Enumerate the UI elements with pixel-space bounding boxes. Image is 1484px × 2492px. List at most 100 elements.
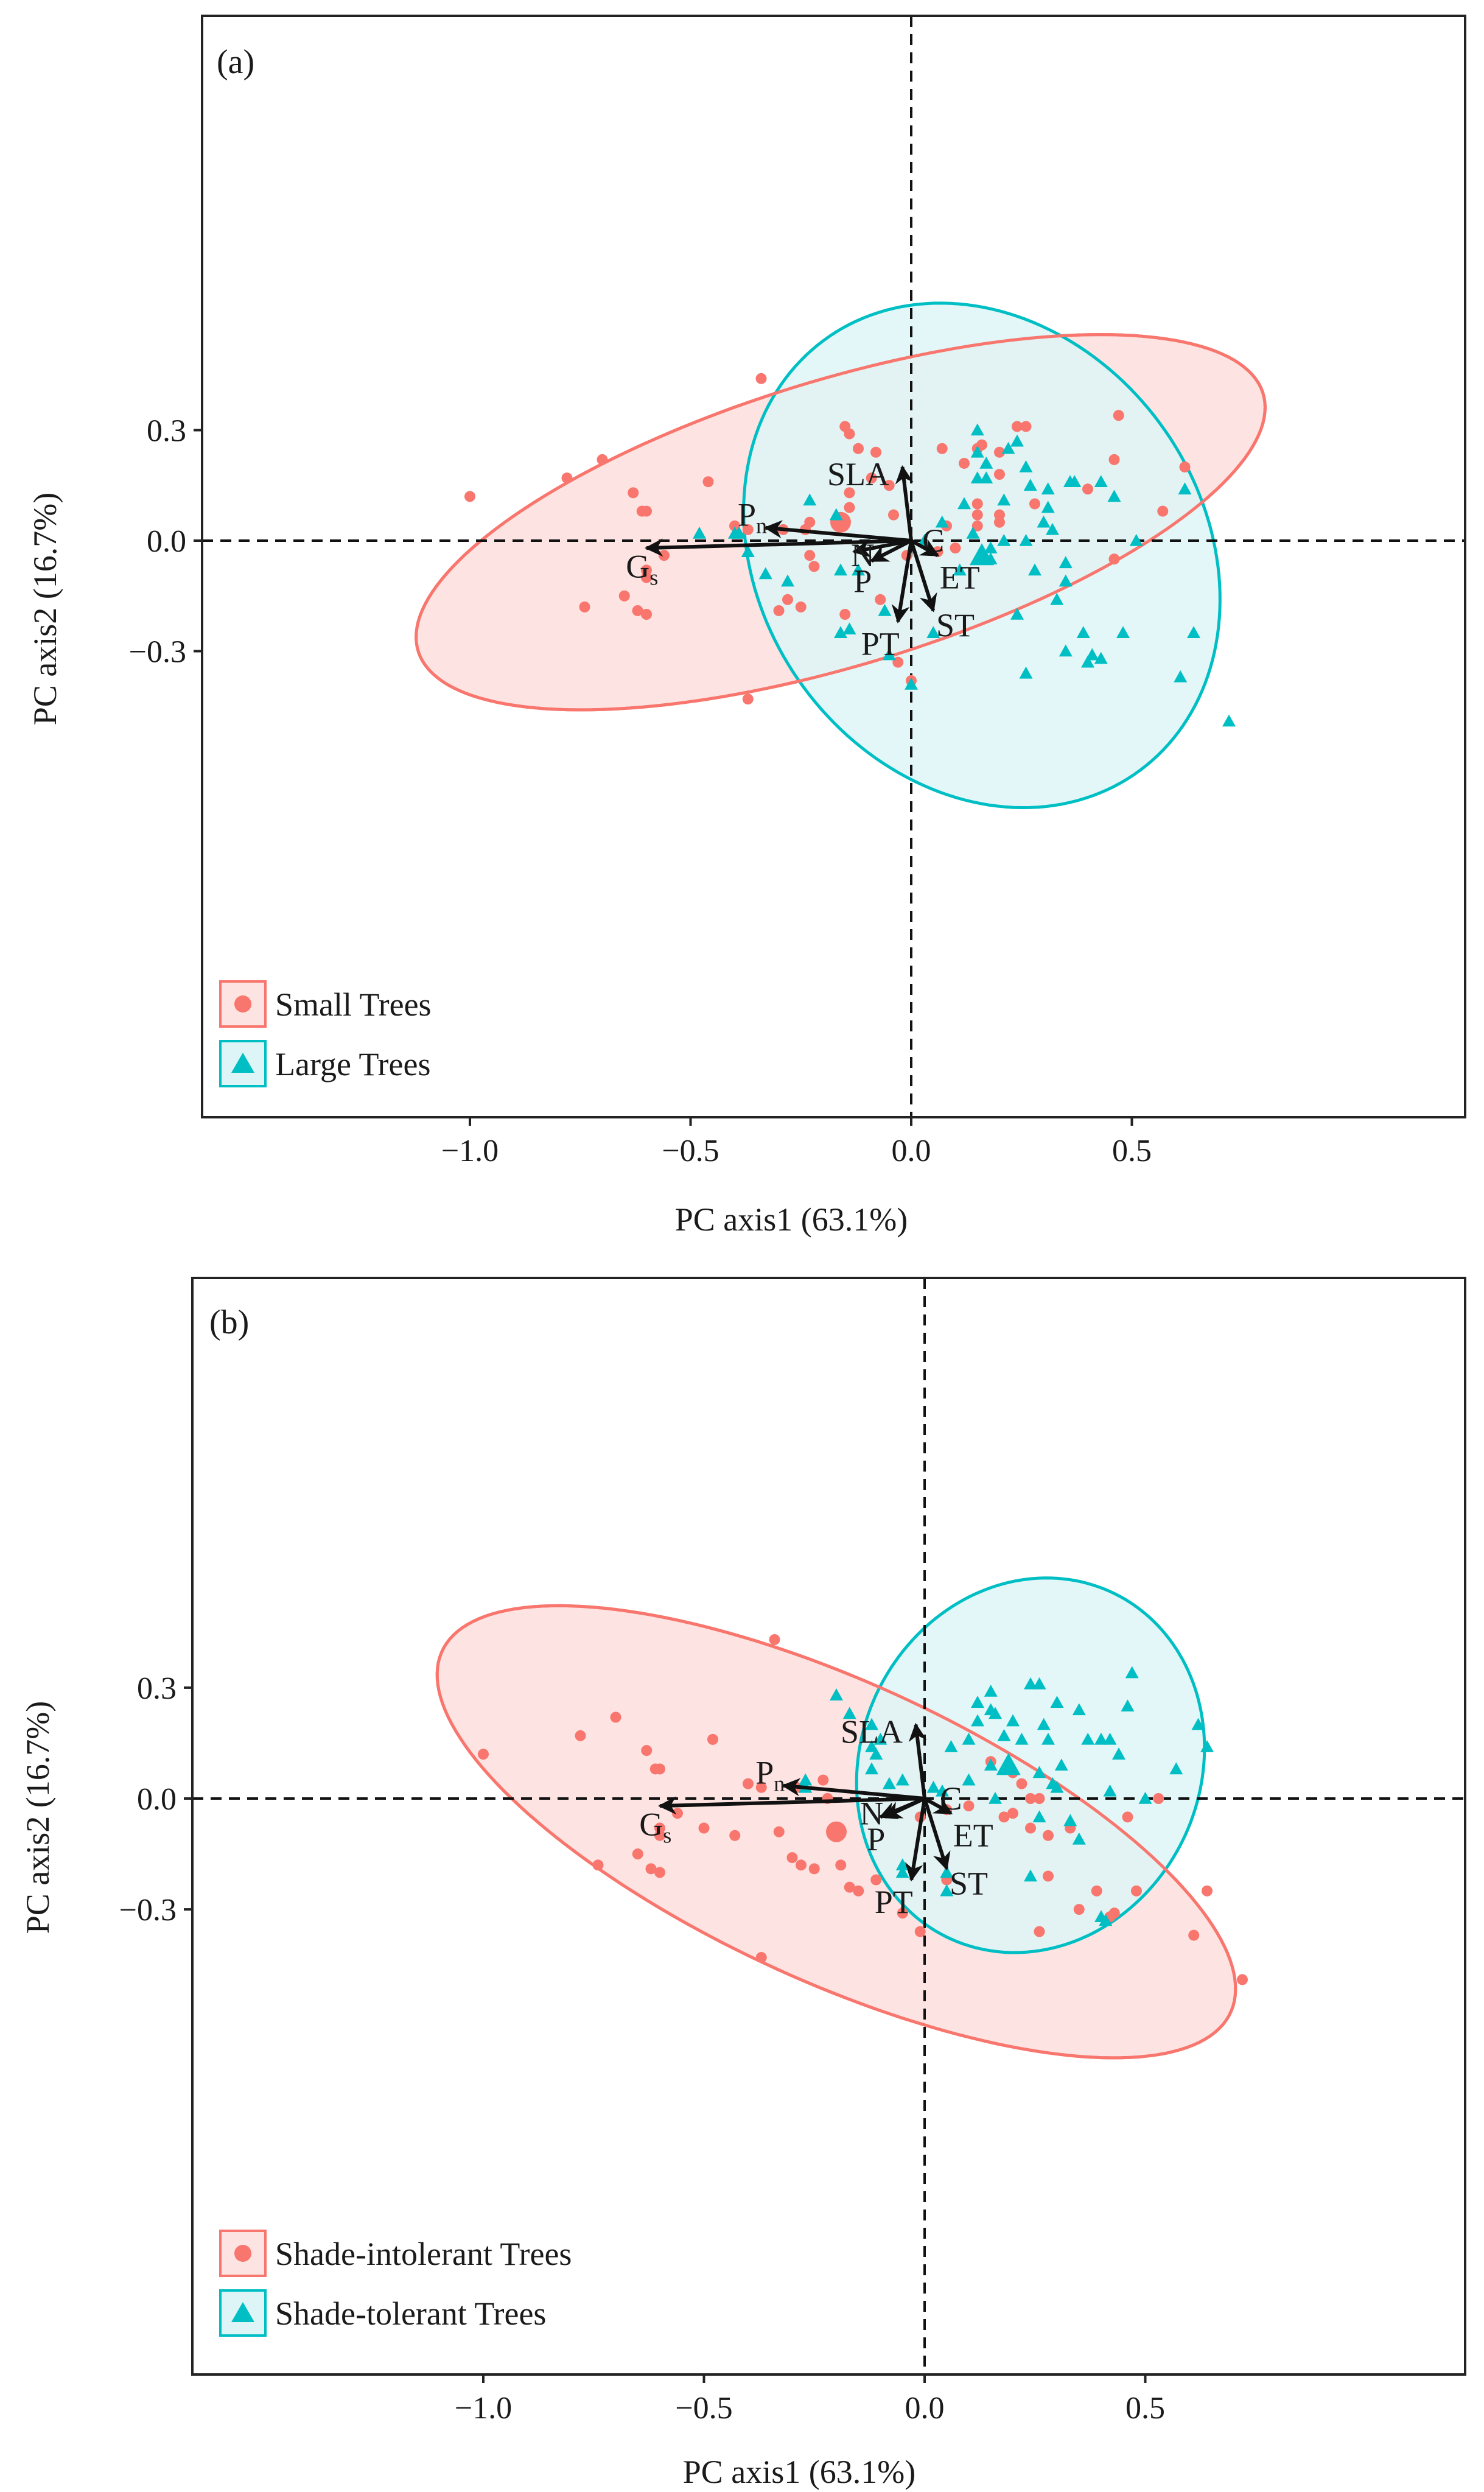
x-tick-label: −1.0 [455,2391,512,2426]
large-trees-point [1001,441,1015,454]
legend-label-shade-intolerant: Shade-intolerant Trees [275,2236,572,2272]
large-trees-point [1222,714,1236,727]
shade-tolerant-trees-point [799,1773,813,1786]
y-tick-label: 0.3 [147,414,186,449]
large-trees-point [1059,556,1073,569]
small-trees-point [1108,454,1120,465]
shade-tolerant-trees-point [984,1758,998,1771]
shade-intolerant-trees-point [654,1763,665,1775]
large-trees-point [1041,500,1055,513]
shade-tolerant-trees-point [989,1707,1002,1719]
small-trees-point [632,605,643,616]
shade-tolerant-trees-point [1024,1869,1037,1882]
small-trees-point [853,443,864,454]
shade-tolerant-trees-point [1032,1766,1046,1778]
panel-b-label: (b) [209,1304,249,1341]
shade-tolerant-trees-point [1125,1666,1139,1679]
panel-a-y-axis-title: PC axis2 (16.7%) [27,493,63,725]
large-trees-point [1023,479,1037,491]
large-trees-point [852,563,865,576]
x-tick-label: −0.5 [675,2391,732,2426]
ellipse-shade-intolerant-outline [435,1604,1237,2060]
shade-tolerant-trees-point [865,1740,878,1752]
loading-p-4-arrow [883,1797,926,1819]
shade-tolerant-trees-point [1054,1758,1068,1771]
panel-b-y-axis-title: PC axis2 (16.7%) [19,1701,56,1934]
shade-intolerant-trees-point [897,1908,908,1919]
shade-intolerant-trees-point [963,1800,975,1812]
y-tick-label: 0.0 [147,524,186,559]
loading-pn-1-arrow [763,520,912,542]
small-trees-point [808,561,820,572]
shade-tolerant-trees-point [873,1732,887,1745]
shade-tolerant-trees-point [1094,1732,1108,1745]
large-trees-point [997,493,1011,506]
panel-a-y-axis: 0.3 0.0 −0.3 [129,414,202,670]
shade-tolerant-trees-point [940,1865,954,1878]
small-trees-point [994,469,1005,480]
panel-a-ellipses [415,301,1267,810]
shade-tolerant-trees-point [1006,1714,1020,1727]
small-trees-point [971,520,983,532]
shade-tolerant-trees-point [1041,1732,1055,1745]
panel-b-points [478,1634,1248,1985]
shade-tolerant-trees-point [984,1684,998,1697]
small-trees-point [773,605,785,616]
shade-intolerant-trees-point [1188,1929,1200,1941]
loading-pn-1-label: Pn [755,1755,785,1796]
x-tick-label: 0.0 [892,1134,931,1168]
large-trees-point [1019,460,1033,472]
large-trees-point [970,471,984,483]
shade-tolerant-trees-point [869,1747,883,1760]
shade-tolerant-trees-point [1081,1732,1095,1745]
small-trees-point [976,439,987,451]
loading-pt-8-label: PT [861,625,900,662]
loading-st-7-arrow [909,540,937,612]
shade-intolerant-trees-point [998,1811,1010,1823]
shade-tolerant-trees-point [971,1696,984,1708]
shade-intolerant-trees-point [654,1830,665,1841]
shade-intolerant-trees-point [786,1852,798,1864]
shade-intolerant-trees-point [755,1781,767,1793]
panel-a-points [464,373,1236,727]
small-trees-point [1113,410,1124,421]
large-trees-point [1010,434,1024,447]
shade-tolerant-trees-point [1032,1810,1046,1823]
legend-label-small-trees: Small Trees [275,986,432,1023]
shade-intolerant-trees-centroid [826,1821,847,1842]
panel-b-x-axis: −1.0 −0.5 0.0 0.5 [455,2374,1165,2426]
shade-intolerant-trees-point [1007,1808,1018,1819]
small-trees-point [742,693,754,705]
shade-intolerant-trees-point [808,1863,820,1875]
shade-intolerant-trees-point [1153,1793,1164,1804]
large-trees-point [1028,563,1041,576]
loading-st-7-label: ST [950,1865,988,1902]
shade-intolerant-trees-point [817,1774,829,1786]
small-trees-point [844,502,855,513]
shade-intolerant-trees-point [1122,1811,1133,1823]
panel-a-x-axis-title: PC axis1 (63.1%) [675,1201,908,1238]
large-trees-point [957,497,971,510]
shade-tolerant-trees-point [936,1784,949,1797]
shade-tolerant-trees-point [1112,1747,1125,1760]
small-trees-point [839,421,851,432]
shade-intolerant-trees-point [632,1848,643,1860]
shade-intolerant-trees-point [1025,1822,1036,1834]
small-trees-point [1157,505,1169,517]
loading-p-4-label: P [867,1821,885,1858]
small-trees-point [782,594,793,605]
shade-intolerant-trees-point [707,1733,718,1745]
loading-pt-8-arrow [905,1798,926,1882]
large-trees-point [803,493,817,506]
small-trees-point [729,520,740,532]
small-trees-point [839,609,851,620]
panel-b-zero-lines [192,1278,1465,2374]
large-trees-point [882,648,896,661]
large-trees-point [1019,534,1033,546]
ellipse-small-trees-outline [415,333,1267,712]
panel-b-y-axis: 0.3 0.0 −0.3 [119,1671,192,1928]
large-trees-point [1050,592,1064,605]
loading-pt-8-arrow [891,540,913,624]
